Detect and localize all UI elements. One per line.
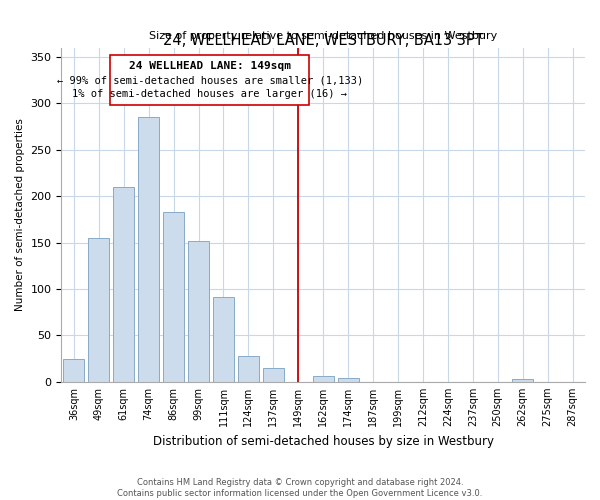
Bar: [138, 118, 159, 382]
Bar: [512, 379, 533, 382]
Text: ← 99% of semi-detached houses are smaller (1,133): ← 99% of semi-detached houses are smalle…: [56, 75, 363, 85]
Y-axis label: Number of semi-detached properties: Number of semi-detached properties: [15, 118, 25, 311]
Text: 24 WELLHEAD LANE: 149sqm: 24 WELLHEAD LANE: 149sqm: [129, 61, 291, 71]
Bar: [63, 358, 85, 382]
Bar: [313, 376, 334, 382]
X-axis label: Distribution of semi-detached houses by size in Westbury: Distribution of semi-detached houses by …: [153, 434, 494, 448]
Bar: [163, 212, 184, 382]
Title: 24, WELLHEAD LANE, WESTBURY, BA13 3PT: 24, WELLHEAD LANE, WESTBURY, BA13 3PT: [163, 32, 484, 48]
Bar: [338, 378, 359, 382]
Bar: [188, 240, 209, 382]
Text: Size of property relative to semi-detached houses in Westbury: Size of property relative to semi-detach…: [149, 31, 497, 41]
Bar: [238, 356, 259, 382]
FancyBboxPatch shape: [110, 55, 310, 105]
Text: Contains HM Land Registry data © Crown copyright and database right 2024.
Contai: Contains HM Land Registry data © Crown c…: [118, 478, 482, 498]
Bar: [113, 187, 134, 382]
Bar: [263, 368, 284, 382]
Text: 1% of semi-detached houses are larger (16) →: 1% of semi-detached houses are larger (1…: [72, 89, 347, 99]
Bar: [88, 238, 109, 382]
Bar: [213, 298, 234, 382]
